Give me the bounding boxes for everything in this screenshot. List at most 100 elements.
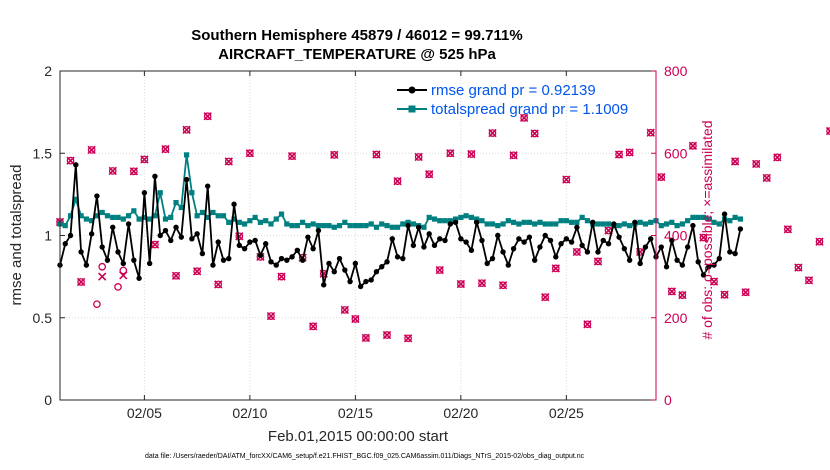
rmse-point — [500, 249, 506, 255]
obs-possible-marker — [362, 334, 370, 342]
obs-possible-marker — [583, 320, 592, 329]
totalspread-point — [706, 216, 712, 222]
obs-assimilated-marker — [414, 152, 423, 162]
totalspread-point — [690, 214, 696, 221]
totalspread-point — [115, 214, 121, 221]
rmse-point — [247, 239, 253, 245]
totalspread-point — [104, 213, 111, 219]
totalspread-point — [99, 209, 105, 216]
rmse-point — [637, 260, 643, 267]
obs-assimilated-marker — [709, 277, 719, 286]
rmse-point — [305, 234, 311, 240]
rmse-point — [410, 242, 417, 249]
obs-possible-marker — [267, 312, 275, 320]
obs-possible-marker — [689, 141, 697, 150]
rmse-point — [626, 257, 633, 263]
rmse-point — [437, 236, 443, 242]
rmse-point — [431, 242, 438, 249]
rmse-point — [574, 224, 580, 230]
rmse-point — [189, 236, 195, 242]
rmse-point — [157, 232, 163, 239]
rmse-point — [278, 255, 285, 262]
rmse-point — [452, 219, 459, 226]
obs-possible-marker — [182, 125, 191, 134]
totalspread-point — [600, 221, 606, 227]
totalspread-point — [452, 216, 459, 222]
totalspread-point — [526, 219, 533, 225]
totalspread-point — [542, 221, 548, 227]
totalspread-point — [674, 223, 680, 229]
totalspread-point — [110, 214, 116, 221]
rmse-point — [199, 250, 206, 257]
totalspread-point — [627, 223, 633, 229]
totalspread-point — [363, 223, 369, 229]
totalspread-point — [394, 224, 401, 230]
obs-assimilated-marker — [192, 267, 202, 276]
obs-possible-marker — [246, 149, 254, 158]
rmse-point — [252, 237, 258, 244]
obs-possible-marker — [625, 148, 634, 157]
obs-assimilated-marker — [519, 113, 529, 123]
obs-possible-marker — [203, 112, 212, 121]
obs-assimilated-marker — [171, 271, 181, 280]
rmse-point — [368, 277, 374, 283]
rmse-point — [262, 241, 269, 247]
obs-possible-marker — [646, 128, 655, 137]
obs-possible-marker — [720, 290, 729, 299]
totalspread-point — [326, 223, 332, 229]
rmse-point — [210, 262, 216, 268]
rmse-point — [595, 249, 601, 255]
y2-tick-label: 800 — [664, 63, 688, 79]
y2-tick-label: 400 — [664, 228, 688, 244]
totalspread-point — [257, 219, 264, 225]
totalspread-point — [67, 213, 74, 219]
totalspread-point — [479, 218, 485, 224]
obs-possible-marker — [446, 149, 455, 158]
rmse-point — [178, 234, 185, 240]
totalspread-point — [669, 219, 675, 225]
obs-possible-marker — [573, 248, 581, 256]
obs-assimilated-marker — [678, 290, 687, 300]
rmse-point — [321, 282, 327, 288]
rmse-point — [684, 244, 691, 250]
obs-possible-marker — [488, 129, 497, 137]
totalspread-point — [289, 223, 295, 229]
rmse-point — [294, 247, 301, 254]
rmse-point — [415, 224, 422, 230]
obs-assimilated-marker — [446, 149, 455, 158]
rmse-point — [711, 262, 717, 268]
rmse-point — [700, 272, 707, 278]
rmse-point — [373, 268, 380, 275]
obs-possible-marker — [66, 156, 75, 165]
totalspread-point — [83, 216, 89, 222]
rmse-point — [721, 211, 728, 217]
obs-assimilated-marker — [509, 151, 518, 160]
totalspread-point — [410, 221, 416, 227]
totalspread-point — [125, 213, 132, 219]
chart-title-line-2: AIRCRAFT_TEMPERATURE @ 525 hPa — [218, 46, 496, 63]
rmse-point — [99, 244, 105, 250]
data-file-footer: data file: /Users/raeder/DAI/ATM_forcXX/… — [145, 453, 585, 460]
obs-assimilated-marker — [403, 334, 413, 343]
y2-axis-label: # of obs: o=possible; ×=assimilated — [699, 120, 715, 339]
data-series — [57, 152, 744, 290]
obs-possible-marker — [108, 167, 117, 175]
obs-possible-marker — [541, 293, 550, 302]
obs-assimilated-marker — [625, 148, 634, 157]
rmse-point — [299, 257, 306, 263]
totalspread-point — [563, 218, 569, 224]
rmse-point — [168, 237, 174, 244]
totalspread-point — [405, 219, 411, 225]
obs-assimilated-marker — [583, 320, 592, 329]
rmse-point — [152, 173, 158, 179]
totalspread-point — [727, 218, 733, 224]
rmse-point — [194, 231, 200, 237]
rmse-point — [468, 247, 475, 254]
obs-possible-marker — [805, 276, 813, 285]
obs-possible-marker — [277, 272, 286, 281]
rmse-point — [632, 219, 638, 226]
obs-assimilated-marker — [435, 265, 444, 275]
obs-possible-marker — [93, 300, 101, 309]
x-axis-ticks: 02/05 02/10 02/15 02/20 02/25 — [127, 71, 584, 421]
